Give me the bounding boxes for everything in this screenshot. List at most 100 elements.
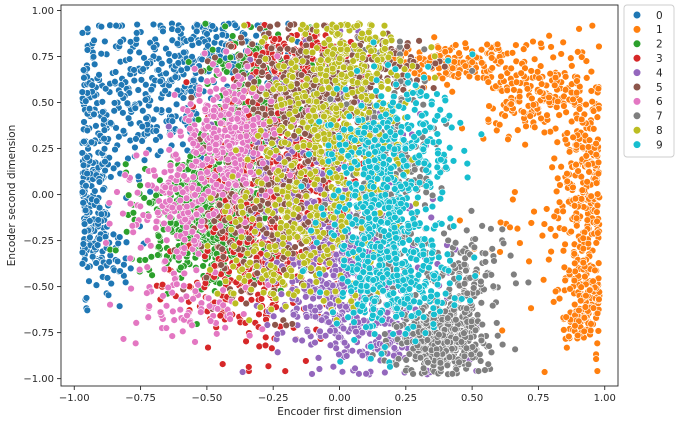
data-point-1	[560, 225, 568, 233]
data-point-5	[415, 37, 423, 45]
data-point-5	[202, 273, 211, 282]
data-point-4	[273, 348, 282, 356]
data-point-1	[509, 195, 517, 204]
data-point-1	[579, 234, 587, 242]
data-point-1	[593, 190, 602, 198]
data-point-5	[286, 21, 295, 29]
data-point-2	[199, 262, 207, 270]
data-point-0	[152, 127, 160, 135]
data-point-1	[581, 131, 589, 140]
data-point-1	[573, 331, 582, 340]
data-point-1	[485, 102, 493, 110]
data-point-1	[577, 283, 585, 291]
data-point-1	[567, 54, 575, 62]
data-point-0	[90, 60, 99, 69]
data-point-1	[571, 322, 579, 330]
data-point-5	[262, 229, 271, 238]
data-point-1	[595, 295, 603, 304]
data-point-4	[340, 338, 349, 347]
data-point-0	[83, 46, 92, 54]
data-point-0	[82, 182, 90, 190]
data-point-0	[123, 99, 132, 107]
data-point-0	[82, 294, 91, 302]
data-point-0	[105, 258, 113, 266]
data-point-1	[538, 231, 547, 240]
data-point-4	[329, 363, 338, 371]
data-point-2	[177, 263, 185, 272]
data-point-1	[583, 216, 592, 224]
data-point-1	[574, 167, 582, 175]
data-point-1	[567, 117, 576, 126]
data-point-0	[101, 166, 109, 175]
data-point-5	[242, 299, 250, 308]
data-point-0	[116, 233, 124, 241]
data-point-1	[515, 92, 524, 101]
data-point-5	[302, 41, 310, 50]
data-point-0	[91, 187, 99, 195]
data-point-3	[264, 362, 273, 370]
data-point-2	[201, 20, 210, 28]
data-point-0	[78, 248, 87, 257]
data-point-1	[496, 248, 504, 256]
data-point-1	[593, 208, 601, 216]
data-point-0	[162, 69, 170, 78]
data-point-5	[237, 33, 245, 42]
data-point-5	[227, 42, 235, 51]
data-point-1	[527, 67, 535, 75]
data-point-1	[579, 244, 588, 253]
data-point-1	[484, 78, 492, 86]
data-point-3	[182, 78, 191, 86]
data-point-1	[496, 218, 505, 227]
data-point-1	[434, 43, 442, 52]
data-point-0	[116, 38, 125, 46]
data-point-1	[557, 50, 565, 58]
data-point-0	[106, 119, 115, 127]
data-point-5	[236, 51, 244, 60]
data-point-1	[551, 287, 560, 296]
data-point-0	[95, 204, 104, 212]
data-point-5	[248, 40, 256, 48]
data-point-1	[495, 121, 504, 129]
data-point-1	[589, 277, 597, 285]
data-point-0	[83, 24, 92, 33]
data-point-0	[143, 59, 151, 68]
data-point-3	[262, 333, 270, 342]
data-point-1	[593, 201, 602, 210]
data-point-0	[158, 59, 166, 68]
data-point-1	[526, 112, 534, 120]
data-point-0	[90, 110, 98, 119]
data-point-1	[543, 205, 551, 213]
data-point-5	[245, 234, 253, 243]
data-point-0	[101, 85, 110, 93]
data-point-1	[484, 115, 492, 124]
data-point-1	[592, 179, 601, 187]
data-point-5	[197, 67, 205, 76]
data-point-0	[156, 147, 165, 155]
data-point-1	[547, 225, 555, 233]
data-point-0	[80, 118, 88, 126]
data-point-1	[561, 240, 569, 249]
data-point-0	[79, 66, 88, 74]
data-point-5	[431, 59, 440, 68]
data-point-1	[581, 272, 589, 281]
data-point-1	[561, 73, 570, 81]
data-point-1	[578, 53, 586, 61]
data-point-0	[98, 98, 107, 106]
data-point-0	[154, 66, 163, 74]
data-point-1	[595, 42, 603, 51]
data-point-4	[303, 327, 312, 336]
data-point-0	[189, 76, 198, 85]
data-point-0	[100, 126, 109, 134]
data-point-1	[539, 276, 548, 284]
data-point-1	[547, 43, 555, 51]
data-point-1	[488, 54, 496, 62]
data-point-1	[508, 49, 517, 57]
data-point-1	[516, 239, 524, 247]
data-point-0	[124, 114, 133, 122]
data-point-0	[107, 173, 115, 181]
data-point-1	[543, 111, 551, 119]
data-point-1	[497, 72, 505, 81]
data-point-4	[325, 318, 333, 326]
data-point-2	[122, 228, 131, 236]
data-point-0	[147, 85, 156, 94]
